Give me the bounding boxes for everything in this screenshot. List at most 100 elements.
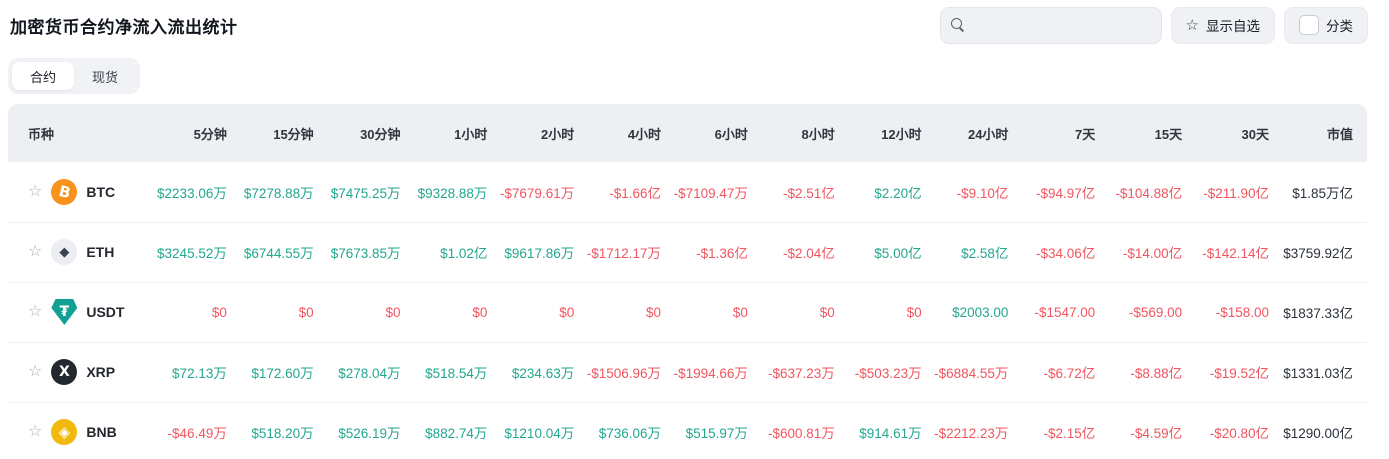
netflow-table-wrap: 币种 5分钟 15分钟 30分钟 1小时 2小时 4小时 6小时 8小时 12小时 24小时 7天 15… [8, 104, 1381, 459]
netflow-value: $526.19万 [338, 426, 401, 442]
table-row[interactable]: ☆ X XRP $72.13万 $172.60万 $278.04万 $518.54万 $234… [8, 342, 1367, 403]
netflow-value: -$211.90亿 [1184, 162, 1271, 223]
usdt-icon: ₮ [51, 299, 78, 325]
netflow-value: -$8.88亿 [1097, 342, 1185, 403]
column-header[interactable]: 1小时 [402, 104, 490, 162]
coin-cell: ☆ X XRP [8, 359, 140, 385]
show-favorites-button[interactable]: ☆ 显示自选 [1170, 6, 1275, 44]
market-cap-value: $1.85万亿 [1271, 162, 1367, 223]
column-header[interactable]: 6小时 [663, 104, 750, 162]
netflow-value: -$1.66亿 [576, 162, 664, 223]
column-header[interactable]: 5分钟 [142, 104, 229, 162]
netflow-value: -$94.97亿 [1010, 162, 1098, 223]
favorite-star-icon[interactable]: ☆ [28, 423, 43, 441]
netflow-value: -$14.00亿 [1097, 222, 1185, 283]
market-cap-value: $3759.92亿 [1271, 222, 1367, 283]
netflow-value: -$7679.61万 [489, 162, 577, 223]
netflow-value: $0 [315, 282, 403, 343]
netflow-value: $914.61万 [859, 426, 922, 442]
netflow-value: $736.06万 [598, 426, 662, 442]
netflow-value: $234.63万 [489, 342, 577, 403]
netflow-value: $9617.86万 [489, 222, 577, 283]
market-type-tabs: 合约 现货 [8, 58, 140, 94]
netflow-value: -$569.00 [1097, 282, 1185, 343]
netflow-value: $278.04万 [315, 342, 403, 403]
netflow-value: -$1712.17万 [576, 222, 664, 283]
column-header[interactable]: 8小时 [749, 104, 837, 162]
column-header[interactable]: 30分钟 [315, 104, 403, 162]
netflow-value: -$1994.66万 [663, 342, 750, 403]
column-header[interactable]: 30天 [1184, 104, 1271, 162]
netflow-value: $5.00亿 [836, 222, 924, 283]
table-body: ☆ B BTC $2233.06万 $7278.88万 $7475.25万 $9328.88… [8, 162, 1367, 459]
netflow-value: $2233.06万 [142, 162, 229, 223]
column-header[interactable]: 15天 [1097, 104, 1185, 162]
netflow-value: $72.13万 [142, 342, 229, 403]
search-input[interactable] [970, 17, 1151, 33]
netflow-value: $882.74万 [425, 426, 488, 442]
netflow-value: $0 [489, 282, 577, 343]
netflow-value: $9328.88万 [402, 162, 490, 223]
eth-icon: ◆ [51, 239, 78, 265]
table-row[interactable]: ☆ ◈ BNB -$46.49万 $518.20万 $526.19万 $882.74万 $12… [8, 402, 1367, 459]
netflow-value: -$142.14亿 [1184, 222, 1271, 283]
netflow-value: $0 [142, 282, 229, 343]
netflow-value: $0 [836, 282, 924, 343]
table-header-row: 币种 5分钟 15分钟 30分钟 1小时 2小时 4小时 6小时 8小时 12小时 24小时 7天 15… [8, 104, 1367, 162]
column-header[interactable]: 15分钟 [228, 104, 316, 162]
coin-cell: ☆ ₮ USDT [8, 299, 140, 325]
netflow-value: $2.58亿 [923, 222, 1011, 283]
netflow-value: -$9.10亿 [923, 162, 1011, 223]
column-header[interactable]: 市值 [1271, 104, 1367, 162]
netflow-value: $518.20万 [251, 426, 314, 442]
table-row[interactable]: ☆ ◆ ETH $3245.52万 $6744.55万 $7673.85万 $1.02亿 $9… [8, 222, 1367, 283]
netflow-value: $0 [402, 282, 490, 343]
netflow-value: -$46.49万 [167, 426, 227, 442]
tab-contract[interactable]: 合约 [12, 62, 74, 90]
bnb-icon: ◈ [51, 419, 78, 446]
favorite-star-icon[interactable]: ☆ [28, 243, 43, 260]
netflow-value: $1210.04万 [504, 426, 575, 442]
netflow-value: -$637.23万 [749, 342, 837, 403]
column-header[interactable]: 12小时 [836, 104, 924, 162]
column-header[interactable]: 2小时 [489, 104, 577, 162]
btc-icon: B [51, 178, 78, 205]
netflow-value: -$2.04亿 [749, 222, 837, 283]
netflow-value: $515.97万 [685, 426, 748, 442]
tab-spot[interactable]: 现货 [91, 69, 118, 85]
column-header[interactable]: 24小时 [923, 104, 1011, 162]
netflow-value: $0 [576, 282, 664, 343]
column-header[interactable]: 币种 [8, 104, 142, 162]
netflow-value: $0 [228, 282, 316, 343]
netflow-value: -$6884.55万 [923, 342, 1011, 403]
category-label: 分类 [1326, 19, 1353, 34]
netflow-value: $7278.88万 [228, 162, 316, 223]
netflow-value: -$600.81万 [767, 426, 835, 442]
netflow-value: $7673.85万 [315, 222, 403, 283]
coin-symbol: ETH [86, 244, 115, 260]
table-row[interactable]: ☆ ₮ USDT $0 $0 $0 $0 $0 $0 $0 $0 $0 $2003.00 -$1547.0… [8, 282, 1367, 343]
xrp-icon: X [51, 359, 78, 385]
show-favorites-label: 显示自选 [1206, 19, 1260, 34]
netflow-value: $172.60万 [228, 342, 316, 403]
search-box[interactable] [939, 6, 1162, 44]
coin-symbol: XRP [86, 364, 116, 380]
column-header[interactable]: 7天 [1010, 104, 1098, 162]
column-header[interactable]: 4小时 [576, 104, 664, 162]
netflow-value: -$1.36亿 [663, 222, 750, 283]
coin-symbol: BTC [86, 183, 116, 200]
coin-cell: ☆ ◆ ETH [8, 239, 140, 265]
netflow-value: -$20.80亿 [1209, 426, 1269, 442]
favorite-star-icon[interactable]: ☆ [28, 182, 43, 200]
netflow-value: $7475.25万 [315, 162, 403, 223]
category-button[interactable]: 分类 [1284, 6, 1368, 44]
category-checkbox[interactable] [1299, 15, 1319, 35]
coin-symbol: BNB [86, 424, 117, 441]
netflow-value: -$19.52亿 [1184, 342, 1271, 403]
favorite-star-icon[interactable]: ☆ [28, 303, 43, 320]
netflow-value: $2.20亿 [836, 162, 924, 223]
favorite-star-icon[interactable]: ☆ [28, 363, 43, 380]
netflow-value: $2003.00 [923, 282, 1011, 343]
table-row[interactable]: ☆ B BTC $2233.06万 $7278.88万 $7475.25万 $9328.88… [8, 162, 1367, 223]
netflow-value: -$34.06亿 [1010, 222, 1098, 283]
